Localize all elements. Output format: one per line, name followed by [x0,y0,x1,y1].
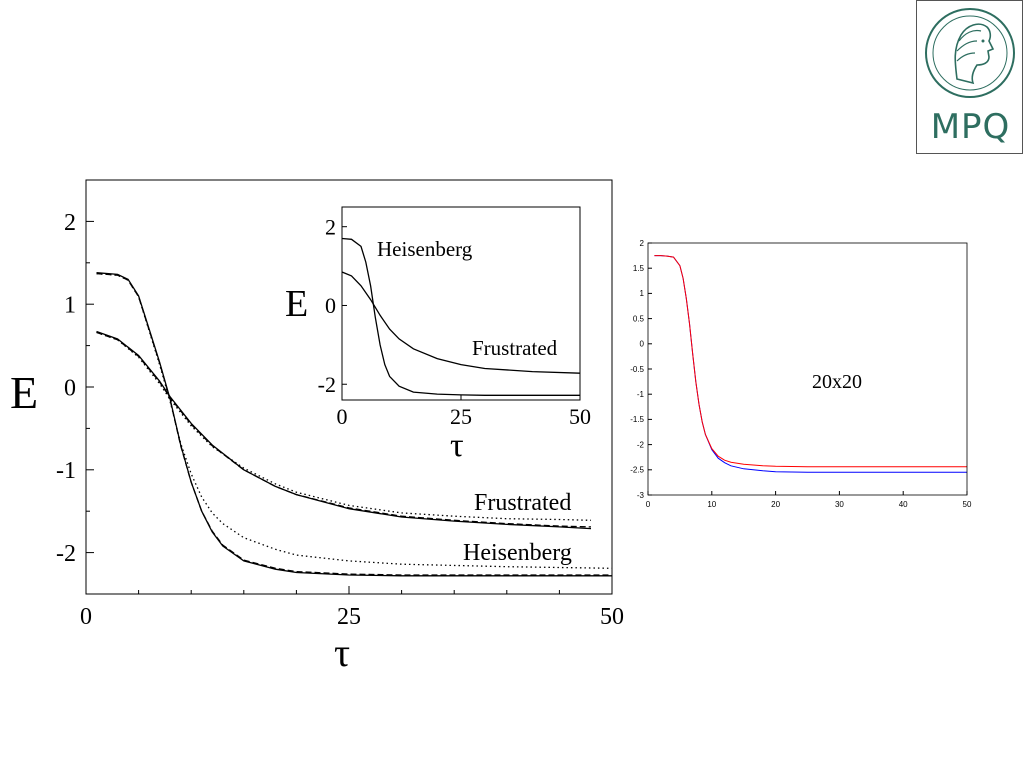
right-ytick-label: 1.5 [633,264,645,273]
right-ytick-label: 2 [640,239,645,248]
inset-ytick-label: 2 [325,214,336,239]
right-annotation-size: 20x20 [812,371,862,393]
right-xtick-label: 0 [646,500,651,509]
right-series-line-solid-1 [654,255,967,468]
main-series-heisenberg-solid-3 [96,272,612,577]
right-ytick-label: 0.5 [633,314,645,323]
right-ytick-label: 1 [640,289,645,298]
inset-series-heisenberg-solid-0 [341,237,580,396]
minerva-head-icon [925,8,1015,98]
main-ytick-label: -2 [56,541,76,567]
main-ylabel: E [10,367,38,418]
main-annotation-frustrated: Frustrated [474,490,571,516]
right-ytick-label: -1 [637,390,645,399]
main-ytick-label: 2 [64,210,76,236]
mpq-logo: MPQ [916,0,1023,154]
right-xtick-label: 10 [707,500,716,509]
grid-20x20-chart: 0 10 20 30 40 50 2 1.5 1 0.5 0 -0.5 -1 -1.5 -2 -2.5 -3 2… [630,239,972,509]
right-ytick-label: -0.5 [630,365,644,374]
main-ytick-label: 0 [64,375,76,401]
right-xtick-label: 30 [835,500,844,509]
inset-ytick-label: -2 [318,372,336,397]
main-series-line-dashed-1 [96,331,592,528]
inset-ylabel: E [285,283,308,325]
inset-series-frustrated-solid-1 [341,271,581,374]
main-xtick-label: 50 [600,604,624,630]
logo-text: MPQ [930,107,1011,147]
inset-xtick-label: 25 [450,404,472,429]
right-plot-frame [647,242,968,496]
inset-xtick-label: 50 [569,404,591,429]
right-xtick-label: 40 [899,500,908,509]
main-energy-chart: 0 25 50 2 1 0 -1 -2 E τ Frustrated Heisenberg [10,179,624,675]
main-ytick-label: 1 [64,293,76,319]
main-ytick-label: -1 [56,458,76,484]
right-ytick-label: 0 [640,340,645,349]
right-xtick-label: 50 [963,500,972,509]
inset-background [336,200,610,430]
main-xtick-label: 25 [337,604,361,630]
main-xtick-label: 0 [80,604,92,630]
main-series-line-dotted-2 [96,331,592,521]
right-series-line-solid-0 [654,255,967,473]
right-ytick-label: -3 [637,491,645,500]
right-ytick-label: -2 [637,440,645,449]
right-ytick-label: -1.5 [630,415,644,424]
inset-ytick-label: 0 [325,293,336,318]
main-annotation-heisenberg: Heisenberg [463,540,572,566]
inset-annotation-frustrated: Frustrated [472,336,558,360]
inset-xtick-label: 0 [337,404,348,429]
right-ytick-label: -2.5 [630,466,644,475]
inset-xlabel: τ [450,427,464,464]
main-xlabel: τ [334,630,350,675]
right-xtick-label: 20 [771,500,780,509]
inset-annotation-heisenberg: Heisenberg [377,237,473,261]
